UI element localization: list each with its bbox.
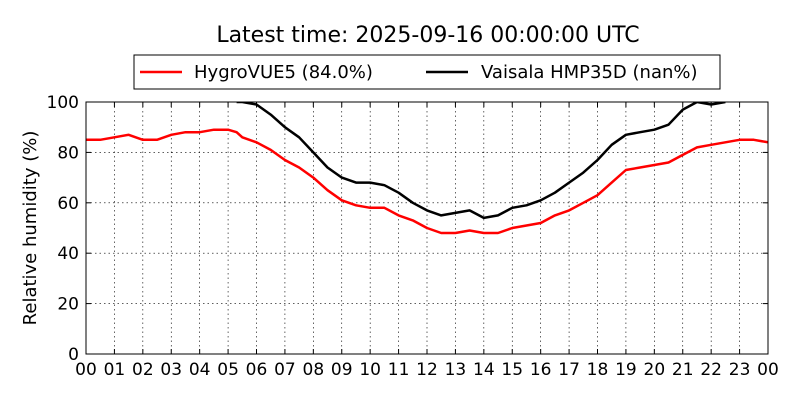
x-tick-label: 03 bbox=[160, 360, 182, 380]
series-line-hygrovue5 bbox=[86, 128, 768, 235]
x-tick-label: 18 bbox=[587, 360, 609, 380]
ticks-layer bbox=[85, 101, 769, 355]
x-tick-label: 20 bbox=[644, 360, 666, 380]
y-tick-label: 40 bbox=[57, 244, 79, 264]
y-tick-label: 80 bbox=[57, 143, 79, 163]
x-tick-label: 04 bbox=[189, 360, 211, 380]
legend-label-hygrovue5: HygroVUE5 (84.0%) bbox=[194, 62, 373, 83]
series-layer bbox=[86, 102, 768, 235]
x-tick-label: 08 bbox=[303, 360, 325, 380]
y-tick-label: 20 bbox=[57, 295, 79, 315]
x-tick-label: 00 bbox=[75, 360, 97, 380]
grid-layer bbox=[86, 102, 768, 354]
y-axis-label: Relative humidity (%) bbox=[20, 131, 41, 326]
x-tick-label: 23 bbox=[729, 360, 751, 380]
x-tick-labels: 00 01 02 03 04 05 06 07 08 09 10 11 12 13 14 15 16 17 18 19… bbox=[75, 360, 779, 380]
series-line-vaisala bbox=[236, 102, 726, 220]
x-tick-label: 00 bbox=[757, 360, 779, 380]
x-tick-label: 19 bbox=[615, 360, 637, 380]
y-tick-label: 0 bbox=[68, 345, 79, 365]
x-tick-label: 22 bbox=[700, 360, 722, 380]
x-tick-label: 15 bbox=[501, 360, 523, 380]
x-tick-label: 13 bbox=[445, 360, 467, 380]
x-tick-label: 11 bbox=[388, 360, 410, 380]
x-tick-label: 12 bbox=[416, 360, 438, 380]
x-tick-label: 02 bbox=[132, 360, 154, 380]
x-tick-label: 17 bbox=[558, 360, 580, 380]
x-tick-label: 01 bbox=[104, 360, 126, 380]
x-tick-label: 21 bbox=[672, 360, 694, 380]
y-tick-label: 60 bbox=[57, 194, 79, 214]
x-tick-label: 16 bbox=[530, 360, 552, 380]
y-tick-labels: 0 20 40 60 80 100 bbox=[47, 93, 79, 365]
legend-label-vaisala: Vaisala HMP35D (nan%) bbox=[481, 62, 698, 83]
chart-title: Latest time: 2025-09-16 00:00:00 UTC bbox=[216, 23, 639, 48]
x-tick-label: 14 bbox=[473, 360, 495, 380]
x-tick-label: 09 bbox=[331, 360, 353, 380]
x-tick-label: 07 bbox=[274, 360, 296, 380]
x-tick-label: 10 bbox=[359, 360, 381, 380]
legend: HygroVUE5 (84.0%) Vaisala HMP35D (nan%) bbox=[133, 54, 721, 90]
x-tick-label: 06 bbox=[246, 360, 268, 380]
x-tick-label: 05 bbox=[217, 360, 239, 380]
y-tick-label: 100 bbox=[47, 93, 79, 113]
